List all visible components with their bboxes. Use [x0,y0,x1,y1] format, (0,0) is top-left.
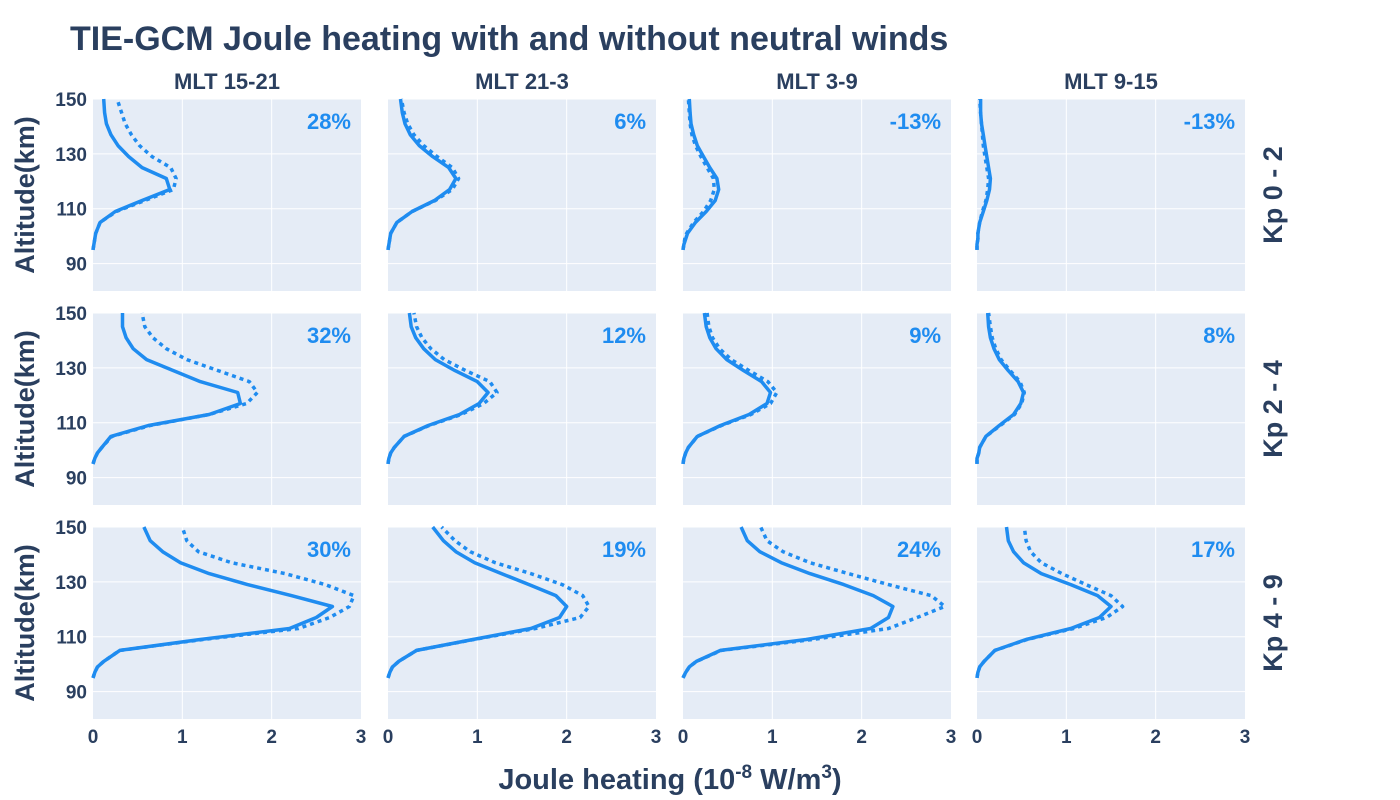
x-tick-label: 0 [678,727,689,748]
y-tick-label: 150 [55,304,87,325]
percent-annotation: 19% [602,537,646,562]
dotted-series-line [975,526,1125,679]
x-tick-label: 2 [561,727,572,748]
y-tick-label: 150 [55,518,87,539]
row-label: Kp 2 - 4 [1258,360,1288,458]
panel-background [93,99,361,291]
dotted-series-line [91,312,260,465]
y-axis-title: Altitude(km) [10,116,40,274]
solid-series-line [681,312,773,465]
dotted-series-line [91,526,356,679]
y-tick-label: 130 [55,359,87,380]
panel-background [977,99,1245,291]
x-tick-label: 3 [651,727,662,748]
y-tick-label: 90 [66,469,87,490]
panel-background [388,313,656,505]
solid-series-line [681,98,721,251]
percent-annotation: -13% [890,109,941,134]
x-tick-label: 1 [472,727,483,748]
y-tick-label: 110 [56,628,87,649]
percent-annotation: 12% [602,323,646,348]
x-axis-title-exp1: -8 [735,762,752,783]
dotted-series-line [91,98,178,251]
y-tick-label: 110 [56,200,87,221]
x-axis-title-end: ) [832,764,842,796]
percent-annotation: 8% [1203,323,1235,348]
x-tick-label: 0 [383,727,394,748]
y-tick-label: 90 [66,683,87,704]
y-tick-label: 110 [56,414,87,435]
panel-background [93,527,361,719]
x-tick-label: 3 [946,727,957,748]
percent-annotation: 30% [307,537,351,562]
x-tick-label: 1 [177,727,188,748]
solid-series-line [975,312,1026,464]
x-axis-title-mid: W/m [752,764,821,796]
y-tick-label: 130 [55,573,87,594]
column-header: MLT 3-9 [776,69,857,94]
solid-series-line [386,98,458,251]
solid-series-line [91,98,172,251]
y-axis-title: Altitude(km) [10,544,40,702]
y-tick-label: 90 [66,255,87,276]
panel-background [388,527,656,719]
dotted-series-line [975,98,991,250]
x-axis-title: Joule heating (10-8 W/m3) [498,762,841,796]
percent-annotation: 6% [614,109,646,134]
x-tick-label: 3 [1240,727,1251,748]
percent-annotation: 28% [307,109,351,134]
percent-annotation: 9% [909,323,941,348]
y-tick-label: 150 [55,90,87,111]
panel-background [977,313,1245,505]
percent-annotation: 17% [1191,537,1235,562]
column-header: MLT 9-15 [1064,69,1158,94]
x-tick-label: 2 [266,727,277,748]
x-tick-label: 3 [356,727,367,748]
y-axis-title: Altitude(km) [10,330,40,488]
percent-annotation: -13% [1184,109,1235,134]
solid-series-line [91,313,243,465]
x-tick-label: 0 [88,727,99,748]
row-label: Kp 4 - 9 [1258,574,1288,672]
panels-group: MLT 15-21 MLT 21-3 MLT 3-9 MLT 9-15 Kp 0 - 2… [10,69,1288,748]
x-tick-label: 2 [1150,727,1161,748]
dotted-series-line [386,525,591,679]
x-axis-title-main: Joule heating (10 [498,764,735,796]
x-axis-title-exp2: 3 [821,762,832,783]
x-tick-label: 2 [856,727,867,748]
dotted-series-line [386,98,461,251]
x-tick-label: 1 [1061,727,1072,748]
x-tick-label: 1 [767,727,778,748]
chart-title: TIE-GCM Joule heating with and without n… [70,20,948,58]
panel-background [683,313,951,505]
panel-background [683,99,951,291]
dotted-series-line [681,98,717,251]
dotted-series-line [386,312,499,465]
panel-background [388,99,656,291]
column-header: MLT 15-21 [174,69,280,94]
percent-annotation: 32% [307,323,351,348]
solid-series-line [975,526,1113,679]
y-tick-label: 130 [55,145,87,166]
dotted-series-line [681,526,947,679]
column-header: MLT 21-3 [475,69,569,94]
panel-background [683,527,951,719]
x-tick-label: 0 [972,727,983,748]
row-label: Kp 0 - 2 [1258,146,1288,244]
solid-series-line [386,312,490,465]
percent-annotation: 24% [897,537,941,562]
